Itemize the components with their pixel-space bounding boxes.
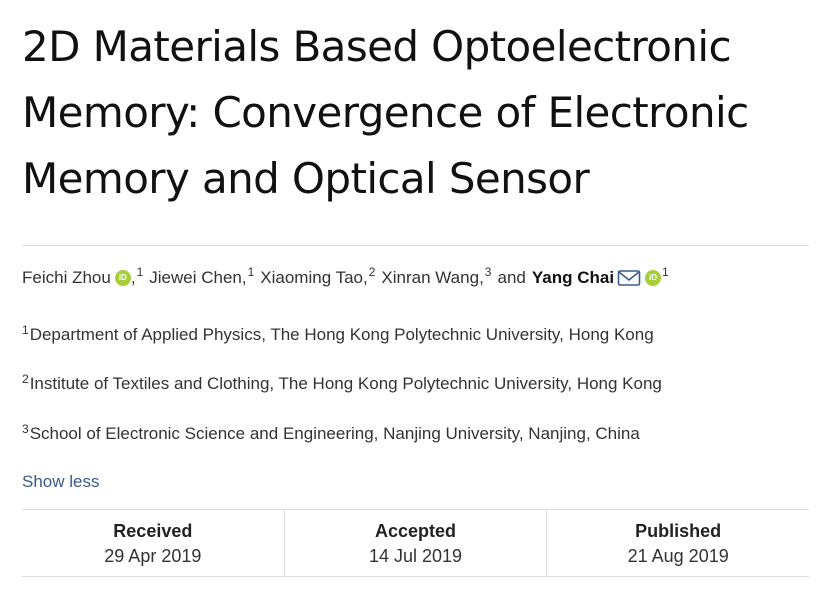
author-name[interactable]: Jiewei Chen [149,268,242,287]
author-xiaoming-tao[interactable]: Xiaoming Tao , 2 [260,265,381,288]
affiliation-item: 1Department of Applied Physics, The Hong… [22,323,654,345]
email-icon[interactable] [617,269,641,287]
author-feichi-zhou[interactable]: Feichi Zhou iD , 1 [22,265,149,288]
affiliation-item: 3School of Electronic Science and Engine… [22,422,640,444]
date-published: Published 21 Aug 2019 [547,510,809,576]
orcid-icon[interactable]: iD [114,270,131,286]
date-accepted: Accepted 14 Jul 2019 [285,510,548,576]
author-yang-chai[interactable]: Yang Chai iD 1 [531,265,669,288]
affiliation-number: 2 [22,372,29,386]
author-xinran-wang[interactable]: Xinran Wang , 3 [381,265,492,288]
date-label: Received [113,521,193,541]
title-divider [22,245,809,246]
author-conjunction: and [497,268,526,287]
author-name[interactable]: Xinran Wang [381,268,480,287]
author-separator: , [479,268,484,287]
date-received: Received 29 Apr 2019 [22,510,285,576]
author-jiewei-chen[interactable]: Jiewei Chen , 1 [149,265,260,288]
affiliation-item: 2Institute of Textiles and Clothing, The… [22,372,662,394]
show-less-link[interactable]: Show less [22,472,100,491]
affiliation-marker: 2 [368,265,376,279]
title-line: Memory and Optical Sensor [22,154,590,203]
affiliation-number: 3 [22,422,29,436]
date-label: Accepted [374,521,457,541]
affiliation-text: School of Electronic Science and Enginee… [29,424,640,443]
affiliation-marker: 1 [662,265,669,279]
publication-dates: Received 29 Apr 2019 Accepted 14 Jul 201… [22,509,809,577]
author-separator: , [241,268,247,287]
orcid-icon[interactable]: iD [645,270,662,286]
author-name[interactable]: Xiaoming Tao [260,268,363,287]
title-line: 2D Materials Based Optoelectronic [22,22,732,71]
author-name[interactable]: Yang Chai [531,268,615,287]
author-separator: , [130,268,136,287]
affiliation-marker: 1 [136,265,144,279]
date-label: Published [635,521,722,541]
affiliation-text: Institute of Textiles and Clothing, The … [29,374,662,393]
author-list: Feichi Zhou iD , 1 Jiewei Chen , 1 Xiaom… [22,265,669,288]
date-value: 29 Apr 2019 [104,546,202,566]
affiliation-marker: 3 [484,265,492,279]
affiliation-marker: 1 [247,265,255,279]
article-title: 2D Materials Based Optoelectronic Memory… [22,14,822,212]
author-separator: , [362,268,368,287]
author-name[interactable]: Feichi Zhou [22,268,111,287]
affiliation-text: Department of Applied Physics, The Hong … [29,325,654,344]
affiliation-number: 1 [22,323,29,337]
title-line: Memory: Convergence of Electronic [22,88,749,137]
date-value: 21 Aug 2019 [627,546,729,566]
date-value: 14 Jul 2019 [368,546,463,566]
